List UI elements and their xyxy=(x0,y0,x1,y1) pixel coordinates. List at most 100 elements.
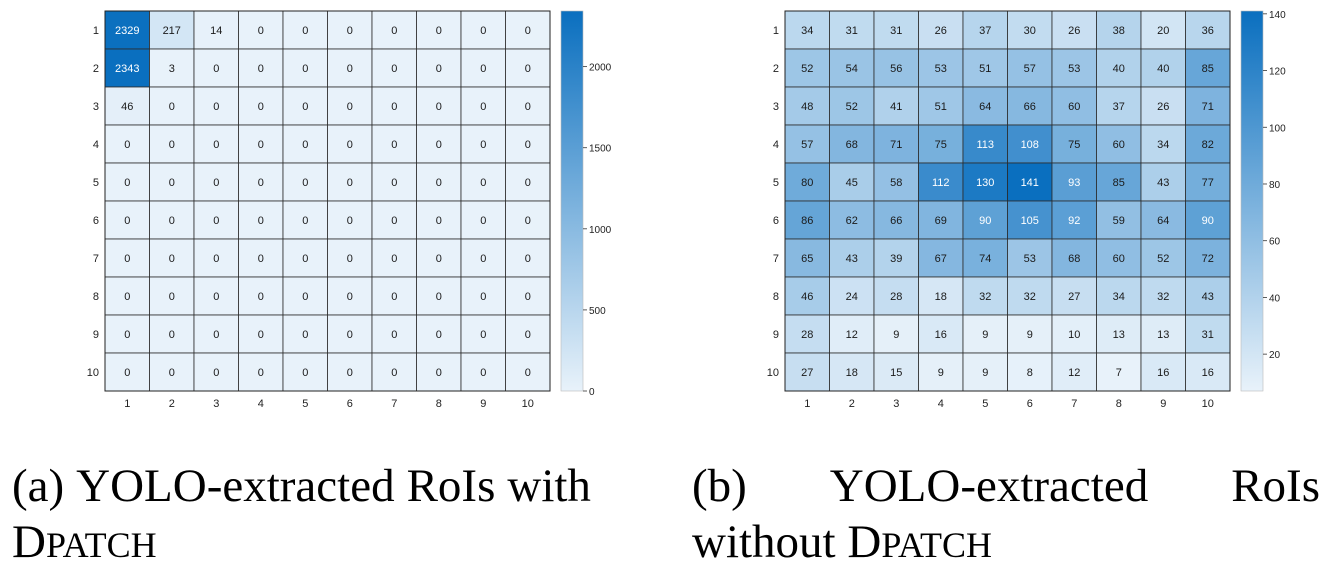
cell-value-label: 27 xyxy=(801,367,813,379)
heatmap-cell xyxy=(505,162,551,202)
row-tick-label: 3 xyxy=(773,101,779,113)
cell-value-label: 0 xyxy=(124,215,130,227)
heatmap-cell xyxy=(1051,48,1097,88)
cell-value-label: 65 xyxy=(801,253,813,265)
cell-value-label: 0 xyxy=(213,253,219,265)
cell-value-label: 93 xyxy=(1068,177,1080,189)
cell-value-label: 18 xyxy=(846,367,858,379)
cell-value-label: 40 xyxy=(1113,63,1125,75)
cell-value-label: 0 xyxy=(258,63,264,75)
cell-value-label: 52 xyxy=(801,63,813,75)
heatmap-cell xyxy=(104,48,150,88)
cell-value-label: 0 xyxy=(347,63,353,75)
cell-value-label: 0 xyxy=(347,177,353,189)
cell-value-label: 52 xyxy=(846,101,858,113)
heatmap-cell xyxy=(193,352,239,392)
cell-value-label: 130 xyxy=(976,177,994,189)
cell-value-label: 0 xyxy=(169,215,175,227)
col-tick-label: 2 xyxy=(169,398,175,410)
heatmap-cell xyxy=(1051,124,1097,164)
cell-value-label: 0 xyxy=(391,63,397,75)
cell-value-label: 0 xyxy=(347,101,353,113)
cell-value-label: 0 xyxy=(347,253,353,265)
heatmap-cell xyxy=(505,48,551,88)
cell-value-label: 0 xyxy=(391,177,397,189)
heatmap-cell xyxy=(282,352,328,392)
cell-value-label: 0 xyxy=(480,253,486,265)
cell-value-label: 34 xyxy=(801,25,813,37)
cell-value-label: 0 xyxy=(480,291,486,303)
heatmap-cell xyxy=(327,238,373,278)
cell-value-label: 0 xyxy=(213,367,219,379)
col-tick-label: 10 xyxy=(1202,398,1214,410)
heatmap-cell xyxy=(1140,352,1186,392)
heatmap-cell xyxy=(416,162,462,202)
cell-value-label: 0 xyxy=(302,329,308,341)
heatmap-cell xyxy=(371,124,417,164)
heatmap-cell xyxy=(460,314,506,354)
col-tick-label: 3 xyxy=(893,398,899,410)
heatmap-cell xyxy=(829,10,875,50)
cell-value-label: 141 xyxy=(1021,177,1039,189)
cell-value-label: 43 xyxy=(1202,291,1214,303)
cell-value-label: 108 xyxy=(1021,139,1039,151)
row-tick-label: 7 xyxy=(93,253,99,265)
heatmap-cell xyxy=(962,162,1008,202)
cell-value-label: 0 xyxy=(213,63,219,75)
cell-value-label: 71 xyxy=(890,139,902,151)
heatmap-cell xyxy=(873,200,919,240)
colorbar-tick-label: 140 xyxy=(1269,10,1286,21)
heatmap-cell xyxy=(149,200,195,240)
row-tick-label: 7 xyxy=(773,253,779,265)
cell-value-label: 0 xyxy=(480,367,486,379)
cell-value-label: 0 xyxy=(258,367,264,379)
cell-value-label: 60 xyxy=(1113,139,1125,151)
cell-value-label: 0 xyxy=(525,177,531,189)
heatmap-cell xyxy=(460,276,506,316)
heatmap-cell xyxy=(416,48,462,88)
heatmap-cell xyxy=(149,314,195,354)
cell-value-label: 0 xyxy=(480,63,486,75)
heatmap-cell xyxy=(1007,314,1053,354)
heatmap-cell xyxy=(918,124,964,164)
caption-b: (b) YOLO-extracted RoIs without DPATCH xyxy=(692,458,1320,573)
heatmap-cell xyxy=(1096,276,1142,316)
colorbar-tick-label: 100 xyxy=(1269,123,1286,134)
col-tick-label: 4 xyxy=(258,398,264,410)
cell-value-label: 0 xyxy=(124,367,130,379)
cell-value-label: 12 xyxy=(1068,367,1080,379)
cell-value-label: 0 xyxy=(391,215,397,227)
row-tick-label: 5 xyxy=(773,177,779,189)
cell-value-label: 0 xyxy=(525,139,531,151)
cell-value-label: 18 xyxy=(935,291,947,303)
cell-value-label: 0 xyxy=(258,177,264,189)
heatmap-cell xyxy=(1096,314,1142,354)
heatmap-cell xyxy=(1140,86,1186,126)
heatmap-cell xyxy=(962,200,1008,240)
cell-value-label: 26 xyxy=(1157,101,1169,113)
cell-value-label: 56 xyxy=(890,63,902,75)
cell-value-label: 30 xyxy=(1024,25,1036,37)
heatmap-cell xyxy=(282,200,328,240)
cell-value-label: 51 xyxy=(979,63,991,75)
cell-value-label: 34 xyxy=(1113,291,1125,303)
heatmap-cell xyxy=(918,162,964,202)
cell-value-label: 0 xyxy=(213,215,219,227)
col-tick-label: 6 xyxy=(347,398,353,410)
cell-value-label: 0 xyxy=(436,253,442,265)
heatmap-cell xyxy=(918,314,964,354)
row-tick-label: 1 xyxy=(93,25,99,37)
colorbar-tick-label: 500 xyxy=(589,306,606,317)
cell-value-label: 0 xyxy=(480,139,486,151)
cell-value-label: 0 xyxy=(169,101,175,113)
col-tick-label: 4 xyxy=(938,398,944,410)
cell-value-label: 32 xyxy=(979,291,991,303)
cell-value-label: 0 xyxy=(302,291,308,303)
cell-value-label: 0 xyxy=(391,139,397,151)
cell-value-label: 34 xyxy=(1157,139,1169,151)
cell-value-label: 0 xyxy=(124,329,130,341)
caption-a-line1: (a) YOLO-extracted RoIs with xyxy=(12,458,640,514)
col-tick-label: 8 xyxy=(436,398,442,410)
cell-value-label: 0 xyxy=(302,139,308,151)
